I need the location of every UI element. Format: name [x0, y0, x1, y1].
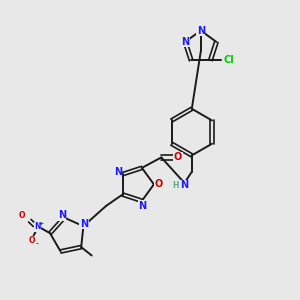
Text: N: N — [180, 180, 188, 190]
Text: O: O — [174, 152, 182, 162]
Text: O: O — [29, 236, 35, 245]
Text: N: N — [34, 222, 41, 231]
Text: N: N — [114, 167, 122, 177]
Text: N: N — [80, 219, 88, 229]
Text: Cl: Cl — [224, 55, 234, 65]
Text: N: N — [58, 210, 66, 220]
Text: O: O — [155, 179, 163, 189]
Text: +: + — [39, 220, 44, 226]
Text: N: N — [181, 37, 189, 47]
Text: H: H — [173, 181, 179, 190]
Text: N: N — [197, 26, 205, 36]
Text: N: N — [138, 201, 147, 211]
Text: O: O — [18, 212, 25, 220]
Text: -: - — [35, 241, 38, 247]
